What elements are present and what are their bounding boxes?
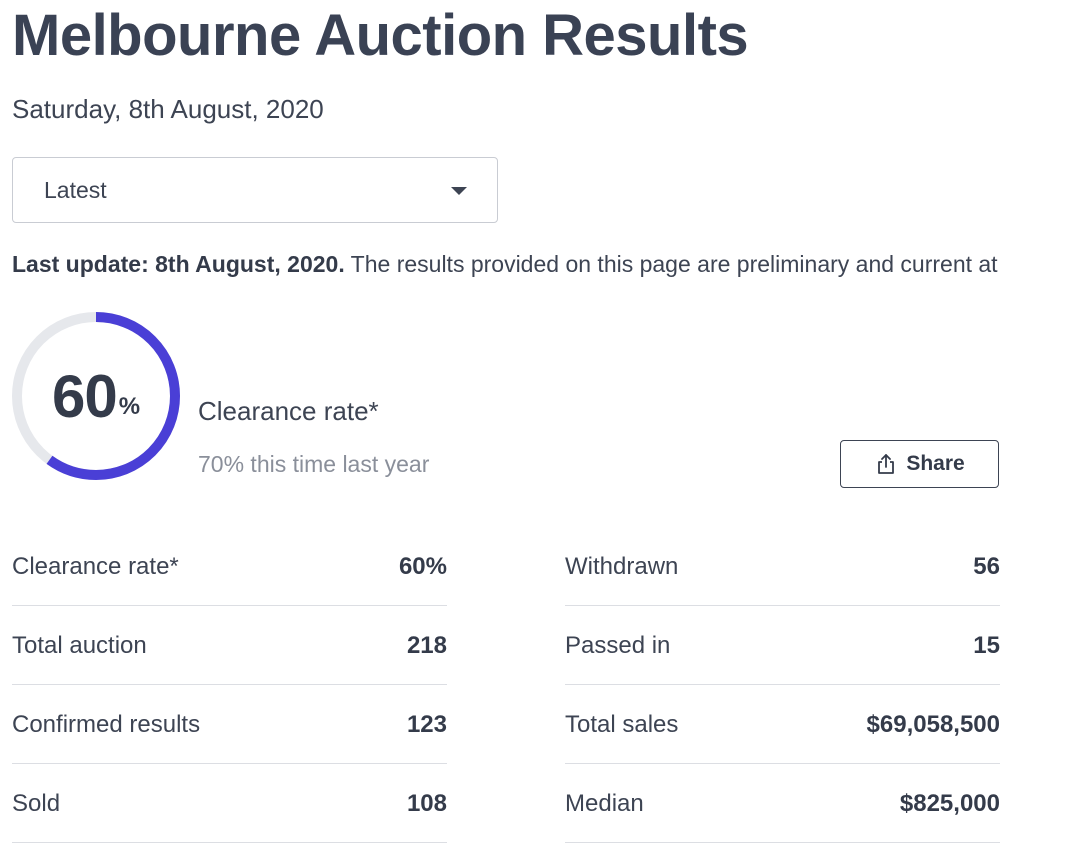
stat-value: 60%: [398, 553, 447, 580]
stat-value: 123: [406, 711, 447, 738]
clearance-percent-sign: %: [118, 393, 141, 420]
update-text: The results provided on this page are pr…: [344, 251, 998, 277]
chevron-down-icon: [451, 187, 467, 195]
stat-label: Confirmed results: [12, 711, 201, 738]
stat-label: Passed in: [565, 632, 671, 659]
stat-row: Confirmed results 123: [12, 685, 447, 764]
stat-row: Clearance rate* 60%: [12, 527, 447, 606]
stat-value: $825,000: [899, 790, 1000, 817]
stat-label: Withdrawn: [565, 553, 679, 580]
results-period-dropdown[interactable]: Latest: [12, 157, 498, 223]
stat-row: Total auction 218: [12, 606, 447, 685]
clearance-ring-progress: [12, 312, 180, 480]
page-title: Melbourne Auction Results: [12, 3, 749, 68]
stat-label: Total sales: [565, 711, 679, 738]
stat-label: Sold: [12, 790, 61, 817]
share-button[interactable]: Share: [840, 440, 999, 488]
share-label: Share: [906, 452, 965, 475]
stat-label: Total auction: [12, 632, 147, 659]
stat-value: $69,058,500: [866, 711, 1000, 738]
stat-value: 15: [973, 632, 1000, 659]
clearance-rate-label: Clearance rate*: [198, 396, 379, 426]
clearance-ring-value: 60%: [11, 311, 181, 481]
stat-row: Total sales $69,058,500: [565, 685, 1000, 764]
stat-row: Withdrawn 56: [565, 527, 1000, 606]
share-icon: [878, 454, 895, 474]
stat-value: 56: [973, 553, 1000, 580]
last-year-comparison: 70% this time last year: [198, 451, 430, 477]
stat-label: Median: [565, 790, 644, 817]
update-notice: Last update: 8th August, 2020. The resul…: [12, 251, 1080, 278]
clearance-percent-number: 60: [51, 362, 118, 430]
dropdown-selected-value: Latest: [44, 177, 107, 203]
clearance-rate-ring: [12, 312, 180, 480]
stat-row: Median $825,000: [565, 764, 1000, 843]
stat-row: Passed in 15: [565, 606, 1000, 685]
stat-value: 108: [406, 790, 447, 817]
stats-column-right: Withdrawn 56 Passed in 15 Total sales $6…: [565, 527, 1000, 843]
results-date: Saturday, 8th August, 2020: [12, 94, 324, 124]
stats-column-left: Clearance rate* 60% Total auction 218 Co…: [12, 527, 447, 843]
stat-label: Clearance rate*: [12, 553, 179, 580]
stat-value: 218: [406, 632, 447, 659]
update-date: Last update: 8th August, 2020.: [12, 251, 345, 277]
stat-row: Sold 108: [12, 764, 447, 843]
